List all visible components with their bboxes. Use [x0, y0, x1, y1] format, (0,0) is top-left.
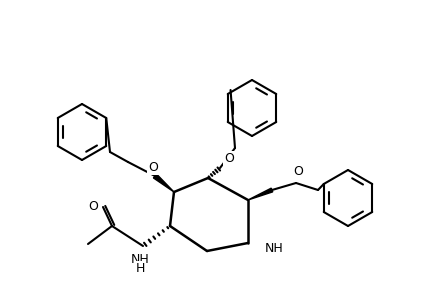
Polygon shape: [153, 174, 174, 192]
Text: O: O: [224, 152, 234, 165]
Text: H: H: [135, 262, 145, 275]
Text: NH: NH: [265, 241, 284, 254]
Text: O: O: [148, 161, 158, 174]
Text: NH: NH: [131, 253, 149, 266]
Text: O: O: [293, 165, 303, 178]
Text: O: O: [88, 199, 98, 212]
Polygon shape: [248, 188, 273, 200]
